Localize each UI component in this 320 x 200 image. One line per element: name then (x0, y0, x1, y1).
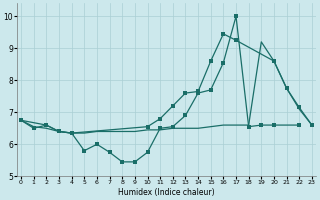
X-axis label: Humidex (Indice chaleur): Humidex (Indice chaleur) (118, 188, 215, 197)
